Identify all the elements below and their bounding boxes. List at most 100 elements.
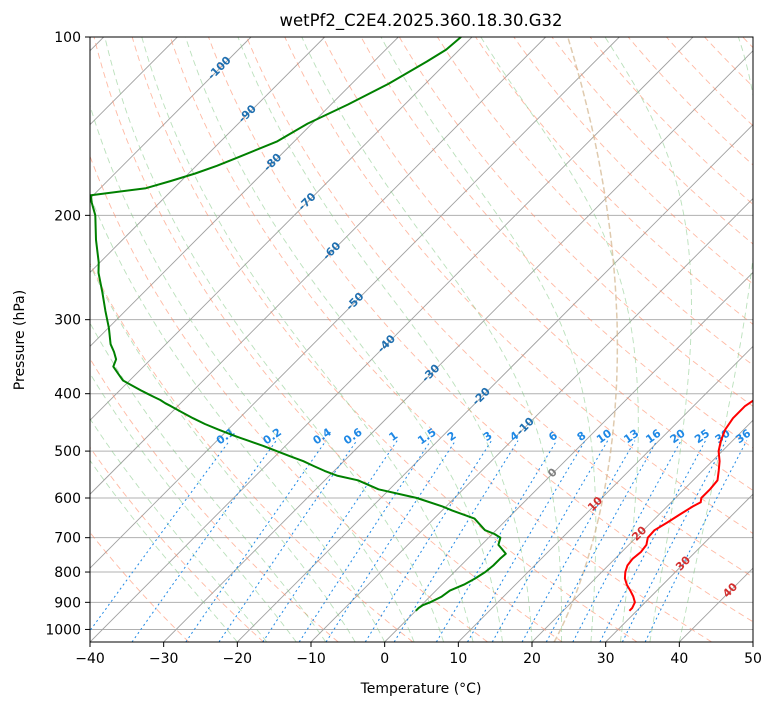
isotherm-line bbox=[752, 641, 753, 642]
dry-adiabat-line bbox=[322, 37, 753, 491]
moist-adiabat-line bbox=[90, 459, 238, 642]
isotherm-label: 30 bbox=[673, 553, 693, 573]
mixing-ratio-line bbox=[599, 440, 707, 642]
x-tick-label: −20 bbox=[223, 651, 253, 667]
x-axis-label: Temperature (°C) bbox=[360, 681, 482, 697]
dry-adiabat-line bbox=[246, 37, 753, 578]
mixing-ratio-label: 0.4 bbox=[310, 425, 334, 447]
isotherm-line bbox=[90, 37, 694, 642]
sounding-series bbox=[90, 37, 753, 612]
x-tick-label: −30 bbox=[149, 651, 179, 667]
isotherm-label: -20 bbox=[470, 385, 493, 408]
isotherm-line bbox=[90, 37, 252, 200]
isotherm-label: -100 bbox=[205, 53, 234, 82]
y-tick-label: 500 bbox=[54, 444, 81, 460]
dry-adiabat-line bbox=[90, 155, 488, 642]
y-axis: 100 200 300 400 500 600 700 800 900 1000 bbox=[45, 30, 90, 638]
moist-adiabat-line bbox=[301, 37, 563, 642]
mixing-ratio-line bbox=[325, 440, 456, 642]
moist-adiabat-line bbox=[604, 37, 692, 642]
dry-adiabat-line bbox=[90, 262, 414, 642]
moist-adiabat-line bbox=[185, 37, 503, 642]
mixing-ratio-line bbox=[393, 440, 519, 642]
isotherm-label: -70 bbox=[295, 190, 318, 213]
mixing-ratio-label: 16 bbox=[643, 427, 663, 447]
dry-adiabat-line bbox=[704, 37, 753, 88]
mixing-ratio-label: 25 bbox=[692, 427, 712, 446]
isotherm-line bbox=[531, 419, 753, 642]
mixing-ratio-line bbox=[262, 440, 398, 642]
isotherm-label: -60 bbox=[320, 239, 343, 262]
dry-adiabat-line bbox=[666, 37, 753, 127]
dry-adiabat-line bbox=[437, 37, 753, 366]
moist-adiabat-line bbox=[480, 37, 639, 642]
y-tick-label: 1000 bbox=[45, 622, 81, 638]
moist-adiabat-line bbox=[678, 37, 753, 642]
dry-adiabat-line bbox=[284, 37, 753, 535]
dry-adiabat-line bbox=[513, 37, 753, 285]
y-tick-label: 100 bbox=[54, 30, 81, 46]
y-tick-label: 400 bbox=[54, 387, 81, 403]
isotherm-line bbox=[384, 271, 753, 642]
dry-adiabat-line bbox=[589, 37, 753, 205]
moist-adiabat-line bbox=[237, 37, 533, 642]
height-contour-line bbox=[553, 37, 619, 642]
isotherm-line bbox=[90, 37, 473, 421]
moist-adiabat-line bbox=[90, 372, 297, 642]
mixing-ratio-line bbox=[572, 440, 682, 642]
moist-adiabat-line bbox=[90, 103, 415, 642]
mixing-ratio-label: 2 bbox=[445, 429, 459, 444]
moist-adiabat-line bbox=[90, 194, 386, 642]
mixing-ratio-line bbox=[644, 440, 748, 642]
x-tick-label: 10 bbox=[449, 651, 467, 667]
moist-adiabat-line bbox=[90, 322, 327, 642]
plot-area bbox=[90, 37, 753, 642]
mixing-ratio-line bbox=[621, 440, 727, 642]
dry-adiabat-line bbox=[627, 37, 753, 166]
isotherm-line bbox=[679, 567, 753, 642]
mixing-ratio-label: 8 bbox=[575, 429, 589, 444]
isotherm-line bbox=[90, 37, 325, 274]
mixing-ratio-line bbox=[131, 440, 277, 642]
x-tick-label: 40 bbox=[670, 651, 688, 667]
mixing-ratio-line bbox=[364, 440, 492, 642]
y-axis-label: Pressure (hPa) bbox=[12, 290, 28, 390]
y-tick-label: 600 bbox=[54, 491, 81, 507]
x-tick-label: 20 bbox=[523, 651, 541, 667]
isotherm-line bbox=[605, 493, 753, 642]
mixing-ratio-line bbox=[435, 440, 558, 642]
isotherm-label: -80 bbox=[261, 150, 284, 173]
y-tick-label: 800 bbox=[54, 565, 81, 581]
dry-adiabat-line bbox=[742, 37, 753, 49]
moist-adiabat-line bbox=[380, 37, 597, 642]
dry-adiabat-line bbox=[475, 37, 753, 325]
y-tick-label: 300 bbox=[54, 313, 81, 329]
mixing-ratio-line bbox=[90, 440, 231, 632]
moist-adiabat-line bbox=[90, 264, 356, 642]
isotherm-line bbox=[237, 123, 753, 642]
x-tick-label: −40 bbox=[75, 651, 105, 667]
dry-adiabat-line bbox=[208, 37, 753, 623]
isotherm-line bbox=[163, 50, 753, 642]
dry-adiabat-line bbox=[360, 37, 753, 449]
isotherm-line bbox=[90, 37, 399, 347]
x-tick-label: 0 bbox=[380, 651, 389, 667]
mixing-ratio-label: 36 bbox=[733, 427, 753, 447]
dry-adiabat-line bbox=[90, 357, 339, 642]
moist-adiabat-line bbox=[141, 37, 474, 642]
isotherm-label: -90 bbox=[236, 102, 259, 125]
temperature-profile-line bbox=[623, 399, 753, 612]
mixing-ratio-label: 0.2 bbox=[261, 426, 284, 448]
dry-adiabat-line bbox=[93, 37, 563, 642]
dry-adiabat-line bbox=[90, 446, 264, 642]
isotherm-line bbox=[90, 37, 620, 569]
plot-frame bbox=[89, 36, 754, 643]
dry-adiabat-line bbox=[131, 37, 638, 642]
x-axis: −40 −30 −20 −10 0 10 20 30 40 50 bbox=[75, 642, 762, 667]
x-tick-label: −10 bbox=[296, 651, 326, 667]
isotherm-line bbox=[458, 345, 753, 642]
mixing-ratio-line bbox=[545, 440, 658, 642]
isotherm-label: -50 bbox=[343, 290, 366, 313]
mixing-ratio-label: 1 bbox=[387, 429, 401, 444]
